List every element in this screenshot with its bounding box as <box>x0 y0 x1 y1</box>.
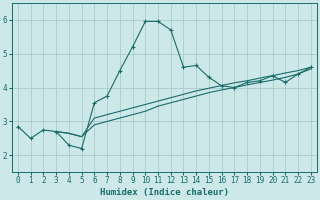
X-axis label: Humidex (Indice chaleur): Humidex (Indice chaleur) <box>100 188 229 197</box>
